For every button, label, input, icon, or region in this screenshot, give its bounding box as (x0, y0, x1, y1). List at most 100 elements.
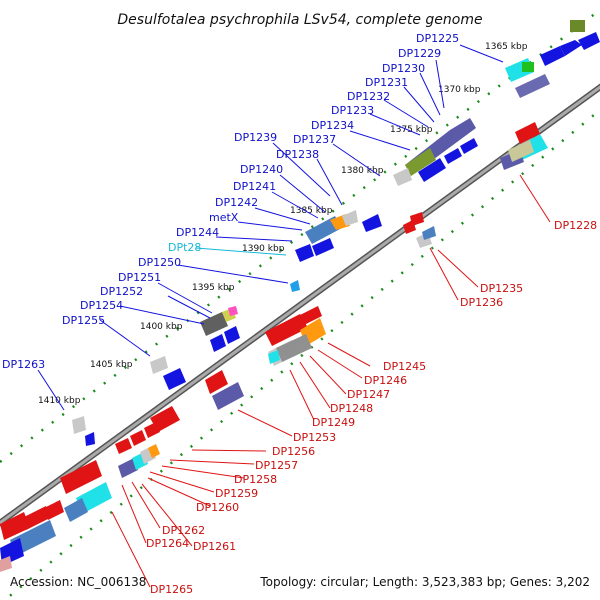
map-title: Desulfotalea psychrophila LSv54, complet… (117, 12, 482, 28)
kbp-tick-label: 1405 kbp (90, 360, 133, 370)
gene-label[interactable]: DP1249 (312, 416, 355, 429)
kbp-tick-label: 1375 kbp (390, 125, 433, 135)
gene-arrow (298, 306, 322, 326)
kbp-ticks: 1365 kbp 1370 kbp 1375 kbp 1380 kbp 1385… (38, 42, 528, 406)
topology-text: Topology: circular; Length: 3,523,383 bp… (259, 575, 590, 589)
gene-label[interactable]: DP1252 (100, 285, 143, 298)
lower-leader-lines (111, 174, 551, 588)
gene-arrow (144, 422, 160, 438)
gene-label[interactable]: DP1228 (554, 219, 597, 232)
gene-arrow (418, 158, 446, 182)
gene-block (522, 62, 534, 72)
gene-label[interactable]: DP1248 (330, 402, 373, 415)
gene-arrow (205, 370, 228, 394)
gene-label[interactable]: DP1261 (193, 540, 236, 553)
gene-label[interactable]: DP1258 (234, 473, 277, 486)
gene-arrow (295, 244, 314, 262)
gene-label[interactable]: DP1253 (293, 431, 336, 444)
gene-arrow (540, 46, 565, 66)
gene-block (393, 168, 412, 186)
gene-arrow (265, 314, 308, 346)
gene-arrow (150, 406, 180, 432)
gene-block (0, 556, 12, 572)
gene-block (508, 140, 534, 162)
gene-label-trna[interactable]: DPt28 (168, 241, 201, 254)
gene-block (148, 444, 160, 458)
gene-label[interactable]: DP1245 (383, 360, 426, 373)
gene-label[interactable]: DP1244 (176, 226, 219, 239)
gene-block (118, 458, 138, 478)
gene-block (228, 306, 238, 316)
gene-arrow (362, 214, 382, 232)
kbp-tick-label: 1385 kbp (290, 206, 333, 216)
gene-label[interactable]: DP1234 (311, 119, 354, 132)
gene-block (276, 334, 312, 362)
gene-arrow (163, 368, 186, 390)
gene-label[interactable]: DP1260 (196, 501, 239, 514)
gene-label[interactable]: DP1255 (62, 314, 105, 327)
kbp-tick-label: 1395 kbp (192, 283, 235, 293)
gene-arrow (224, 326, 240, 344)
gene-arrow (22, 506, 50, 530)
gene-label[interactable]: DP1239 (234, 131, 277, 144)
gene-label[interactable]: DP1250 (138, 256, 181, 269)
gene-block (342, 210, 358, 226)
gene-label[interactable]: DP1257 (255, 459, 298, 472)
gene-block (64, 498, 88, 522)
gene-block (515, 74, 550, 98)
gene-arrow (312, 238, 334, 256)
gene-label[interactable]: DP1241 (233, 180, 276, 193)
gene-arrow (578, 32, 600, 50)
gene-block (212, 382, 244, 410)
upper-gene-labels: DP1225 DP1229 DP1230 DP1231 DP1232 DP123… (2, 32, 459, 371)
gene-label[interactable]: DP1229 (398, 47, 441, 60)
gene-label[interactable]: DP1247 (347, 388, 390, 401)
forward-genes (72, 20, 600, 446)
gene-arrow (130, 430, 146, 446)
gene-label[interactable]: DP1263 (2, 358, 45, 371)
accession-text: Accession: NC_006138 (10, 575, 146, 589)
gene-label[interactable]: DP1233 (331, 104, 374, 117)
gene-arrow (290, 280, 300, 292)
gene-arrow (210, 334, 226, 352)
upper-leader-lines (37, 44, 504, 411)
gene-label[interactable]: DP1242 (215, 196, 258, 209)
gene-label[interactable]: DP1232 (347, 90, 390, 103)
gene-arrow (560, 40, 582, 56)
gene-block (268, 350, 280, 364)
dpt28-leader-line (195, 247, 287, 256)
genome-backbone (0, 83, 600, 527)
gene-label[interactable]: DP1237 (293, 133, 336, 146)
gene-label[interactable]: DP1235 (480, 282, 523, 295)
gene-label[interactable]: DP1254 (80, 299, 123, 312)
gene-label[interactable]: DP1251 (118, 271, 161, 284)
gene-label[interactable]: DP1238 (276, 148, 319, 161)
gene-label[interactable]: DP1256 (272, 445, 315, 458)
kbp-tick-label: 1410 kbp (38, 396, 81, 406)
gene-label[interactable]: DP1265 (150, 583, 193, 596)
gene-arrow (85, 432, 95, 446)
gene-label[interactable]: DP1240 (240, 163, 283, 176)
gene-label[interactable]: DP1236 (460, 296, 503, 309)
gene-label[interactable]: DP1262 (162, 524, 205, 537)
gene-label[interactable]: metX (209, 211, 239, 224)
kbp-tick-label: 1365 kbp (485, 42, 528, 52)
gene-label[interactable]: DP1264 (146, 537, 189, 550)
gene-block (405, 148, 436, 176)
gene-label[interactable]: DP1230 (382, 62, 425, 75)
gene-label[interactable]: DP1231 (365, 76, 408, 89)
gene-label[interactable]: DP1246 (364, 374, 407, 387)
gene-block (72, 416, 86, 434)
gene-arrow (410, 212, 424, 226)
kbp-tick-label: 1390 kbp (242, 244, 285, 254)
kbp-tick-label: 1370 kbp (438, 85, 481, 95)
gene-label[interactable]: DP1225 (416, 32, 459, 45)
gene-arrow (460, 138, 478, 154)
reverse-genes (0, 122, 548, 572)
gene-block (200, 312, 228, 336)
gene-arrow (60, 460, 102, 494)
gene-label[interactable]: DP1259 (215, 487, 258, 500)
gene-arrow (115, 438, 132, 454)
